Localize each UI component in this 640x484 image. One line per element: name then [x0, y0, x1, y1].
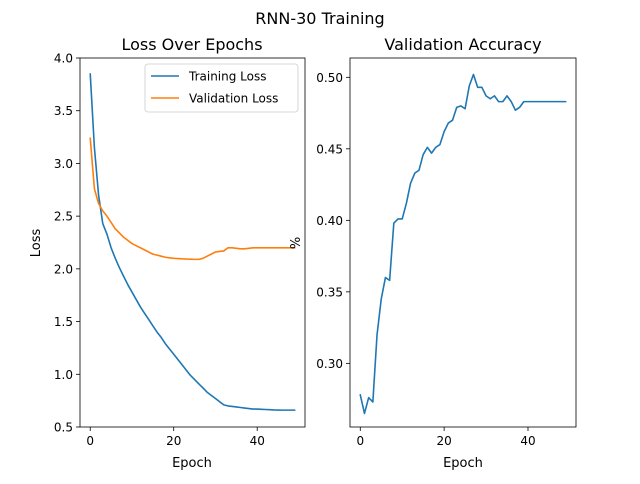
loss-chart-ylabel: Loss — [29, 229, 44, 258]
legend-box — [144, 63, 299, 113]
loss-series-line-1 — [89, 137, 296, 261]
accuracy-ytick-label: 0.30 — [316, 357, 343, 371]
loss-ytick-label: 2.0 — [54, 262, 73, 276]
loss-xtick-label: 0 — [86, 434, 94, 448]
loss-chart: Loss Over Epochs Epoch Loss 0 20 40 0.5 1.0 1… — [29, 35, 306, 471]
loss-ytick-label: 4.0 — [54, 52, 73, 66]
accuracy-chart-xlabel: Epoch — [443, 456, 483, 471]
accuracy-chart-title: Validation Accuracy — [384, 35, 541, 54]
accuracy-xtick-label: 0 — [356, 434, 364, 448]
accuracy-series-line-0 — [359, 73, 567, 415]
loss-chart-xlabel: Epoch — [172, 456, 212, 471]
accuracy-ytick-label: 0.35 — [316, 285, 343, 299]
accuracy-ytick-label: 0.50 — [316, 71, 343, 85]
loss-ytick-label: 2.5 — [54, 210, 73, 224]
loss-ytick-label: 0.5 — [54, 421, 73, 435]
loss-xtick-label: 40 — [250, 434, 265, 448]
accuracy-xtick-label: 20 — [436, 434, 451, 448]
loss-series-line-0 — [89, 73, 296, 411]
accuracy-chart: Validation Accuracy Epoch % 0 20 40 0.30 0.3… — [289, 35, 577, 471]
figure-title: RNN-30 Training — [255, 9, 384, 28]
accuracy-ytick-label: 0.45 — [316, 142, 343, 156]
accuracy-chart-ylabel: % — [289, 237, 304, 249]
accuracy-xtick-label: 40 — [520, 434, 535, 448]
loss-xtick-label: 20 — [166, 434, 181, 448]
loss-ytick-label: 1.0 — [54, 368, 73, 382]
loss-ytick-label: 3.5 — [54, 104, 73, 118]
accuracy-ytick-label: 0.40 — [316, 214, 343, 228]
loss-chart-title: Loss Over Epochs — [121, 35, 262, 54]
legend-label-1: Validation Loss — [189, 92, 278, 106]
loss-plot-frame — [79, 57, 306, 428]
loss-ytick-label: 3.0 — [54, 157, 73, 171]
accuracy-plot-frame — [349, 57, 577, 428]
loss-legend: Training Loss Validation Loss — [144, 63, 299, 113]
legend-label-0: Training Loss — [188, 70, 266, 84]
loss-ytick-label: 1.5 — [54, 315, 73, 329]
